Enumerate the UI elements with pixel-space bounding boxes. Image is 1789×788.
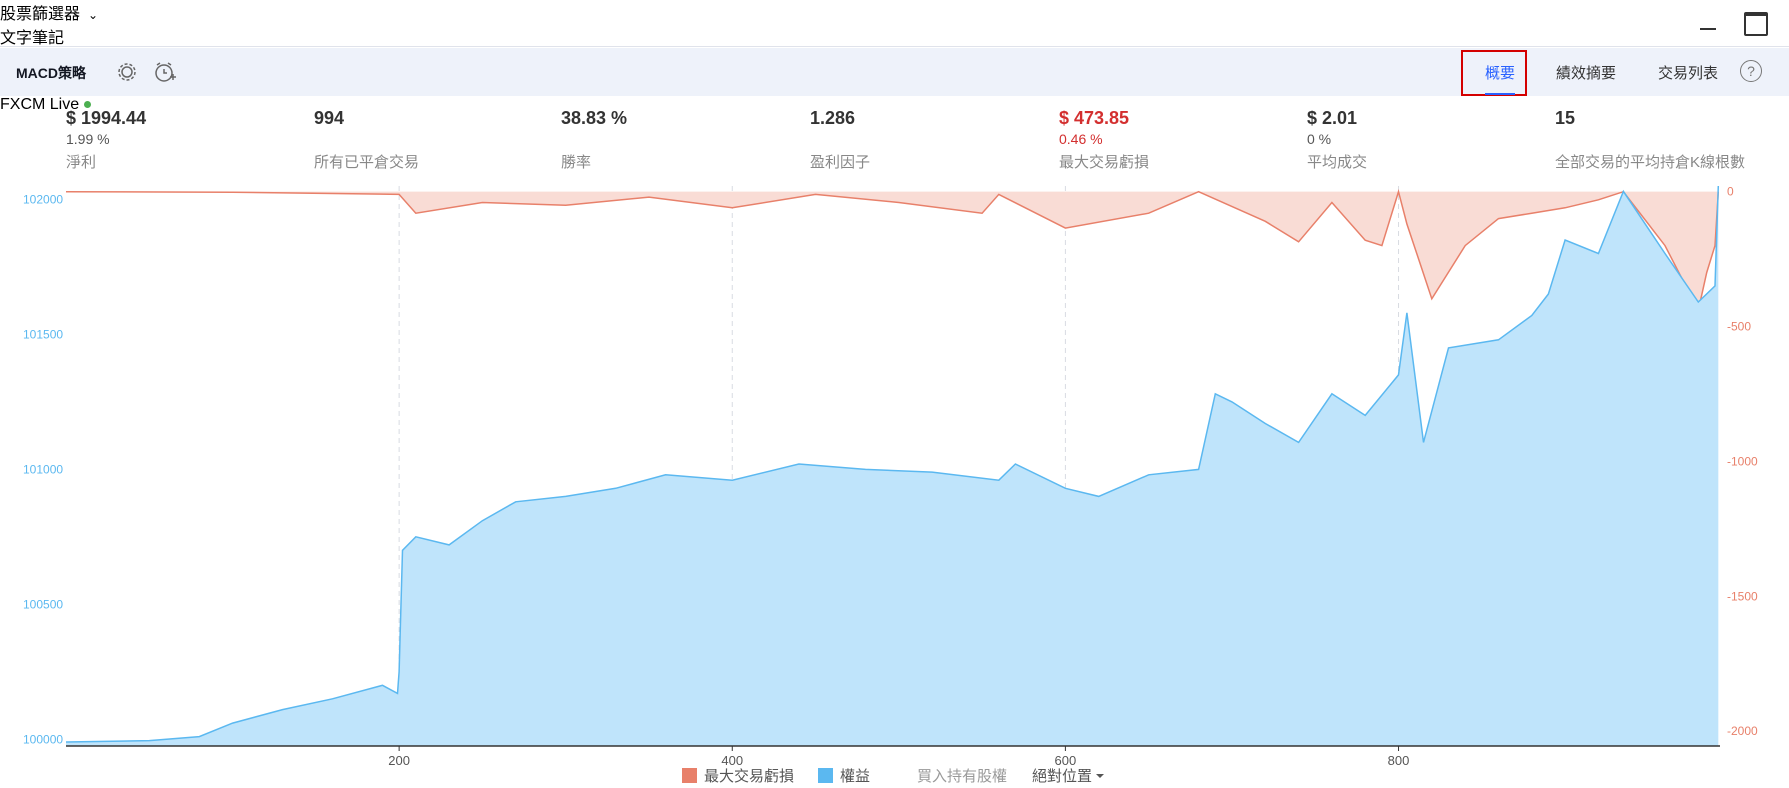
stat-sub <box>1555 131 1789 147</box>
stat: 15 全部交易的平均持倉K線根數 <box>1555 108 1789 172</box>
help-button[interactable]: ? <box>1740 60 1762 82</box>
tab-label: 文字筆記 <box>0 30 65 47</box>
stat-sub: 0 % <box>1307 131 1332 147</box>
minimize-button[interactable] <box>1700 28 1716 30</box>
tab-label: 股票篩選器 <box>0 6 81 23</box>
dropdown-arrow <box>1096 774 1104 778</box>
y-tick-label: 100500 <box>23 597 63 611</box>
y-tick-label: 101500 <box>23 327 63 341</box>
subtab[interactable]: 績效摘要 <box>1556 65 1617 82</box>
subtab[interactable]: 交易列表 <box>1658 65 1719 82</box>
stat: 38.83 % 勝率 <box>561 108 801 172</box>
y-tick-label: 101000 <box>23 462 63 476</box>
stat-value: 1.286 <box>810 108 856 128</box>
subtab[interactable]: 概要 <box>1485 62 1516 95</box>
stat-label: 最大交易虧損 <box>1059 154 1150 171</box>
legend-swatch <box>682 768 697 783</box>
stat-sub <box>810 131 1050 147</box>
stat-sub <box>561 131 801 147</box>
legend-swatch <box>818 768 833 783</box>
tab[interactable]: 股票篩選器 ⌄ <box>0 0 135 24</box>
strategy-name[interactable]: MACD策略 <box>16 65 86 81</box>
stat-label: 所有已平倉交易 <box>314 154 420 171</box>
stat-sub <box>314 131 554 147</box>
stat-label: 勝率 <box>561 154 592 171</box>
y2-tick-label: 0 <box>1727 185 1734 199</box>
legend-label[interactable]: 最大交易虧損 <box>704 767 794 785</box>
stat-sub: 1.99 % <box>66 131 110 147</box>
tab[interactable]: 文字筆記 <box>0 24 115 48</box>
stat: $ 1994.44 1.99 % 淨利 <box>66 108 306 172</box>
series-area <box>66 191 1719 311</box>
settings-icon[interactable] <box>116 61 138 83</box>
series-line <box>65 188 1720 313</box>
y2-tick-label: -1500 <box>1727 589 1758 603</box>
stat-sub: 0.46 % <box>1059 131 1103 147</box>
alert-icon[interactable] <box>153 60 177 84</box>
tab-bar: 股票篩選器⌄文字筆記Pine編輯器策略測試器FXCM Live <box>0 0 1789 113</box>
stat-label: 全部交易的平均持倉K線根數 <box>1555 154 1746 171</box>
x-tick-label: 200 <box>388 753 410 768</box>
legend-label[interactable]: 買入持有股權 <box>917 768 1007 785</box>
y-tick-label: 100000 <box>23 732 63 746</box>
status-dot <box>84 101 92 109</box>
stat-value: $ 1994.44 <box>66 108 147 128</box>
stat-value: $ 2.01 <box>1307 108 1358 128</box>
x-tick-label: 600 <box>1055 753 1077 768</box>
maximize-button[interactable] <box>1744 12 1768 36</box>
legend-label[interactable]: 權益 <box>840 768 870 785</box>
stat-value: 38.83 % <box>561 108 628 128</box>
legend-label[interactable]: 絕對位置 <box>1032 768 1092 785</box>
tab[interactable]: FXCM Live <box>0 96 134 114</box>
stat: $ 473.85 0.46 % 最大交易虧損 <box>1059 108 1299 172</box>
y-tick-label: 102000 <box>23 192 63 206</box>
y2-tick-label: -500 <box>1727 320 1751 334</box>
stat: $ 2.01 0 % 平均成交 <box>1307 108 1547 172</box>
stat-label: 平均成交 <box>1307 154 1368 171</box>
x-tick-label: 400 <box>721 753 743 768</box>
series-line <box>65 185 1720 743</box>
stat: 1.286 盈利因子 <box>810 108 1050 172</box>
stat-value: $ 473.85 <box>1059 108 1130 128</box>
stat-label: 盈利因子 <box>810 154 871 171</box>
stat-label: 淨利 <box>66 154 97 171</box>
highlight-box <box>1461 50 1527 96</box>
tab-label: FXCM Live <box>0 96 80 113</box>
toolbar: MACD策略 ? 概要 績效摘要 交易列表 <box>0 48 1789 96</box>
y2-tick-label: -2000 <box>1727 724 1758 738</box>
stat-value: 15 <box>1555 108 1576 128</box>
x-tick-label: 800 <box>1388 753 1410 768</box>
dropdown-arrow: ⌄ <box>88 8 99 22</box>
equity-chart: 200 400 600 800 100000 100500 101000 101500 1020… <box>23 185 1758 785</box>
y2-tick-label: -1000 <box>1727 454 1758 468</box>
stat-value: 994 <box>314 108 345 128</box>
series-area <box>66 186 1719 746</box>
stat: 994 所有已平倉交易 <box>314 108 554 172</box>
